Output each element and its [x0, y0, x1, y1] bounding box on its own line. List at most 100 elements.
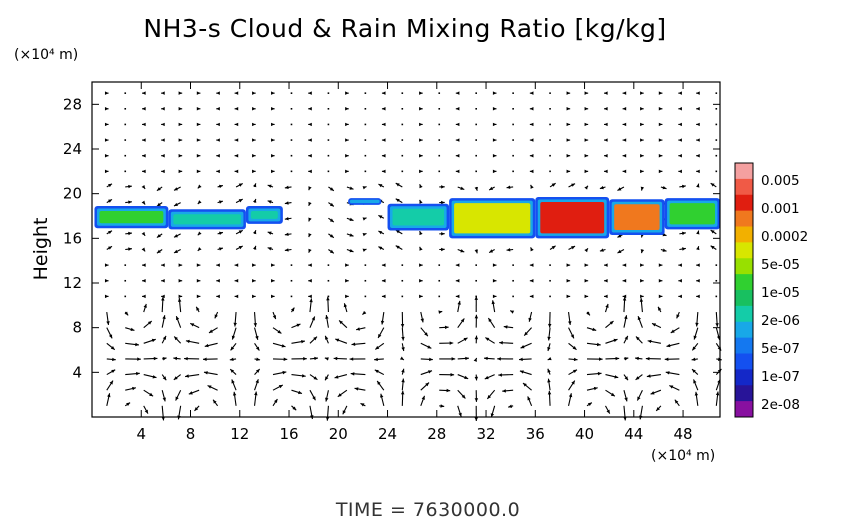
- wind-vector-head: [267, 200, 272, 204]
- wind-vector-head: [162, 397, 166, 402]
- wind-vector-dot: [290, 92, 293, 94]
- wind-vector-head: [252, 263, 256, 267]
- wind-vector-head: [362, 217, 367, 221]
- wind-vector-head: [381, 107, 386, 111]
- wind-vector-head: [425, 382, 430, 387]
- wind-vector-dot: [475, 279, 477, 282]
- wind-vector-head: [566, 91, 571, 95]
- wind-vector-head: [333, 356, 338, 361]
- colorbar-swatch: [735, 305, 753, 323]
- wind-vector-head: [640, 153, 644, 158]
- wind-vector-head: [461, 394, 466, 399]
- wind-vector-head: [710, 183, 715, 187]
- wind-vector-head: [696, 294, 700, 299]
- wind-vector-head: [345, 294, 349, 299]
- x-tick-label: 20: [329, 425, 348, 443]
- colorbar: 0.005 0.001 0.0002 5e-05 1e-05 2e-06 5e-07 1e-0…: [734, 162, 808, 418]
- wind-vector-dot: [549, 139, 551, 141]
- wind-vector-head: [218, 247, 223, 251]
- wind-vector-head: [267, 184, 272, 188]
- wind-vector-head: [670, 329, 675, 333]
- x-axis-unit: (×10⁴ m): [651, 448, 715, 464]
- wind-vector-head: [142, 153, 146, 158]
- wind-vector-head: [598, 357, 603, 361]
- wind-vector-dot: [438, 139, 441, 141]
- wind-vector-head: [218, 231, 223, 236]
- wind-vector-head: [694, 391, 699, 396]
- wind-vector-head: [489, 249, 494, 253]
- wind-vector-head: [441, 232, 445, 236]
- wind-vector-head: [635, 356, 639, 361]
- cloud-region-core: [173, 214, 241, 225]
- wind-vector-head: [497, 357, 501, 361]
- wind-vector-head: [474, 249, 478, 254]
- wind-vector-head: [349, 233, 354, 237]
- wind-vector-head: [421, 395, 425, 400]
- wind-vector-head: [624, 357, 629, 361]
- wind-vector-head: [604, 107, 608, 111]
- wind-vector-head: [378, 230, 383, 235]
- wind-vector-dot: [327, 295, 330, 298]
- wind-vector-head: [693, 379, 697, 384]
- wind-vector-head: [104, 107, 109, 111]
- wind-vector-head: [234, 263, 239, 267]
- wind-vector-dot: [549, 108, 551, 110]
- wind-vector-dot: [290, 139, 293, 141]
- wind-vector-head: [252, 153, 256, 158]
- wind-vector-dot: [327, 123, 330, 126]
- wind-vector-head: [635, 336, 640, 341]
- wind-vector-head: [510, 310, 515, 314]
- wind-vector-head: [441, 185, 445, 189]
- wind-vector-head: [419, 91, 423, 95]
- wind-vector-head: [284, 216, 289, 221]
- wind-vector-dot: [290, 264, 293, 266]
- wind-vector-head: [141, 184, 146, 189]
- wind-vector-dot: [290, 154, 293, 157]
- wind-vector-head: [503, 325, 508, 329]
- wind-vector-head: [596, 342, 601, 347]
- y-tick-label: 16: [63, 229, 82, 247]
- wind-vector-head: [196, 138, 201, 142]
- wind-vector-head: [696, 230, 700, 235]
- colorbar-swatch: [735, 242, 753, 259]
- wind-vector-head: [108, 183, 113, 188]
- wind-vector-head: [197, 231, 202, 236]
- wind-vector-head: [253, 323, 258, 327]
- wind-vector-head: [429, 357, 433, 362]
- wind-vector-head: [156, 249, 161, 254]
- wind-vector-head: [104, 153, 109, 158]
- wind-vector-head: [178, 107, 183, 111]
- wind-vector-dot: [124, 139, 127, 141]
- wind-vector-dot: [124, 295, 127, 298]
- colorbar-swatch: [735, 258, 753, 275]
- wind-vector-head: [678, 294, 682, 299]
- wind-vector-head: [104, 91, 109, 95]
- wind-vector-head: [301, 374, 306, 378]
- wind-vector-head: [197, 184, 202, 189]
- wind-vector-head: [519, 370, 524, 374]
- wind-vector-head: [354, 387, 359, 391]
- x-tick-label: 8: [186, 425, 196, 443]
- wind-vector-head: [584, 263, 589, 267]
- wind-vector-head: [196, 153, 201, 158]
- cloud-region-core: [392, 208, 445, 226]
- wind-vector-dot: [512, 295, 514, 298]
- wind-vector-head: [378, 184, 383, 188]
- wind-vector-head: [419, 184, 423, 189]
- wind-vector-head: [161, 296, 165, 301]
- wind-vector-head: [216, 263, 220, 267]
- wind-vector-head: [173, 356, 178, 361]
- wind-vector-head: [566, 169, 571, 174]
- plot-background: [92, 82, 720, 417]
- wind-vector-head: [710, 245, 715, 250]
- wind-vector-head: [218, 184, 223, 189]
- wind-vector-dot: [549, 295, 551, 298]
- wind-vector-head: [474, 314, 479, 319]
- wind-vector-head: [604, 138, 608, 142]
- x-axis-ticks: 4 8 12 16 20 24 28 32 36 40 44 48: [136, 82, 693, 443]
- wind-vector-head: [204, 343, 209, 348]
- wind-vector-head: [178, 294, 183, 299]
- wind-vector-head: [530, 184, 534, 189]
- wind-vector-head: [252, 198, 257, 203]
- colorbar-label: 5e-07: [761, 341, 800, 357]
